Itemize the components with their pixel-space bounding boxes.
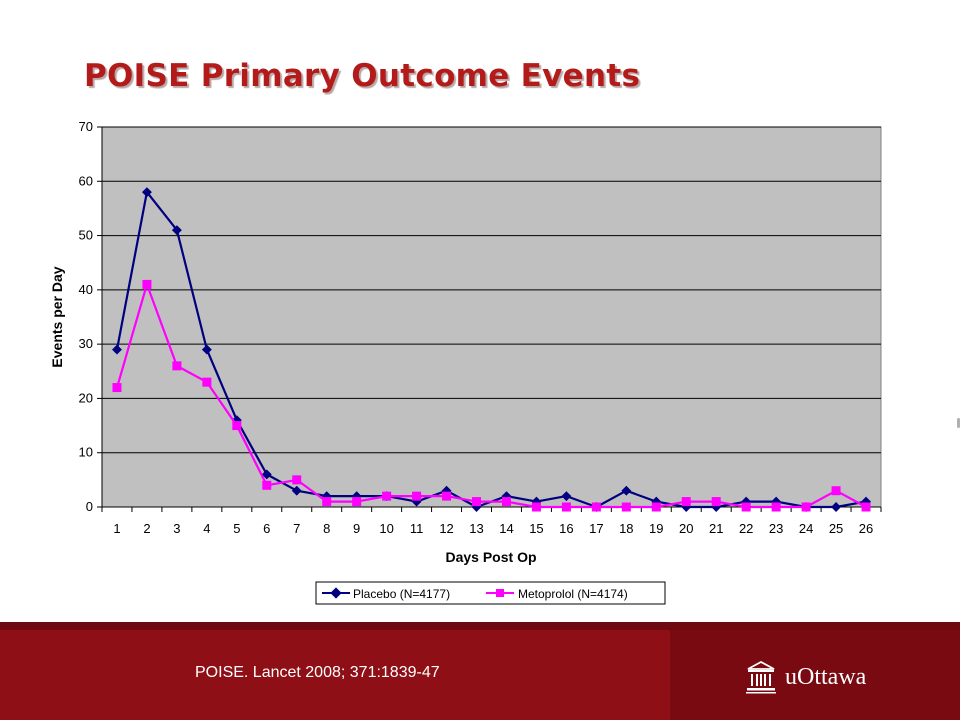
metoprolol-point-day-24 (801, 502, 811, 512)
footer-band (0, 622, 960, 630)
y-tick-label-60: 60 (79, 173, 93, 188)
legend-metoprolol-marker (496, 589, 504, 597)
metoprolol-point-day-8 (322, 497, 332, 507)
metoprolol-point-day-5 (232, 421, 242, 431)
x-tick-label-26: 26 (859, 521, 873, 536)
x-tick-label-14: 14 (499, 521, 513, 536)
metoprolol-point-day-17 (591, 502, 601, 512)
metoprolol-point-day-10 (382, 491, 392, 501)
x-tick-label-1: 1 (113, 521, 120, 536)
x-tick-label-20: 20 (679, 521, 693, 536)
metoprolol-point-day-23 (771, 502, 781, 512)
slide-title: POISE Primary Outcome Events (84, 58, 641, 94)
x-tick-label-15: 15 (529, 521, 543, 536)
metoprolol-point-day-26 (861, 502, 871, 512)
y-axis-ticks: 0 10 20 30 40 50 60 70 (79, 119, 103, 514)
footer-bar: POISE. Lancet 2008; 371:1839-47 uOttawa (0, 622, 960, 720)
citation: POISE. Lancet 2008; 371:1839-47 (195, 664, 440, 681)
y-tick-label-0: 0 (86, 499, 93, 514)
x-tick-label-6: 6 (263, 521, 270, 536)
legend-placebo-marker (330, 587, 342, 599)
metoprolol-point-day-9 (352, 497, 362, 507)
metoprolol-point-day-6 (262, 480, 272, 490)
x-tick-label-19: 19 (649, 521, 663, 536)
placebo-point-day-6 (261, 469, 272, 480)
x-tick-label-21: 21 (709, 521, 723, 536)
y-tick-label-50: 50 (79, 228, 93, 243)
y-tick-label-30: 30 (79, 336, 93, 351)
y-tick-label-10: 10 (79, 445, 93, 460)
metoprolol-point-day-2 (142, 279, 152, 289)
metoprolol-point-day-19 (651, 502, 661, 512)
x-axis-ticks: 1 2 3 4 5 6 7 8 9 10 11 12 13 14 15 16 17 18 19 20 21 22 23 24 2… (101, 506, 882, 536)
legend: Placebo (N=4177) Metoprolol (N=4174) (315, 581, 666, 605)
x-tick-label-11: 11 (410, 521, 424, 536)
series-layer (112, 187, 871, 512)
edge-mark (957, 418, 960, 428)
metoprolol-series-line (115, 283, 867, 509)
x-tick-label-23: 23 (769, 521, 783, 536)
metoprolol-point-day-22 (741, 502, 751, 512)
placebo-point-day-18 (621, 485, 632, 496)
placebo-point-day-16 (561, 491, 572, 502)
x-tick-label-4: 4 (203, 521, 210, 536)
placebo-point-day-2 (141, 187, 152, 198)
university-building-icon (746, 660, 776, 694)
metoprolol-point-day-11 (412, 491, 422, 501)
metoprolol-point-day-20 (681, 497, 691, 507)
metoprolol-point-day-15 (531, 502, 541, 512)
x-tick-label-3: 3 (173, 521, 180, 536)
legend-placebo-label: Placebo (N=4177) (353, 587, 450, 601)
placebo-point-day-4 (201, 344, 212, 355)
metoprolol-point-day-13 (472, 497, 482, 507)
uottawa-logo: uOttawa (745, 660, 866, 694)
x-tick-label-9: 9 (353, 521, 360, 536)
y-tick-label-40: 40 (79, 282, 93, 297)
y-tick-label-70: 70 (79, 119, 93, 134)
x-tick-label-17: 17 (589, 521, 603, 536)
grid-lines (102, 126, 881, 454)
x-tick-label-24: 24 (799, 521, 813, 536)
metoprolol-point-day-16 (561, 502, 571, 512)
placebo-point-day-3 (171, 225, 182, 236)
x-tick-label-2: 2 (143, 521, 150, 536)
plot-area (101, 126, 882, 508)
x-tick-label-22: 22 (739, 521, 753, 536)
placebo-point-day-25 (831, 502, 842, 512)
x-tick-label-18: 18 (619, 521, 633, 536)
x-tick-label-25: 25 (829, 521, 843, 536)
x-tick-label-7: 7 (293, 521, 300, 536)
metoprolol-point-day-21 (711, 497, 721, 507)
metoprolol-point-day-7 (292, 475, 302, 485)
metoprolol-point-day-25 (831, 486, 841, 496)
y-tick-label-20: 20 (79, 390, 93, 405)
metoprolol-point-day-18 (621, 502, 631, 512)
x-tick-label-8: 8 (323, 521, 330, 536)
logo-text: uOttawa (785, 663, 867, 690)
metoprolol-point-day-14 (501, 497, 511, 507)
x-tick-label-16: 16 (559, 521, 573, 536)
x-tick-label-10: 10 (379, 521, 393, 536)
metoprolol-point-day-12 (442, 491, 452, 501)
x-tick-label-5: 5 (233, 521, 240, 536)
metoprolol-point-day-1 (112, 383, 122, 393)
x-tick-label-13: 13 (469, 521, 483, 536)
metoprolol-point-day-4 (202, 377, 212, 387)
x-axis-label: Days Post Op (445, 549, 536, 565)
metoprolol-point-day-3 (172, 361, 182, 371)
y-axis-label: Events per Day (49, 266, 65, 367)
x-tick-label-12: 12 (439, 521, 453, 536)
footer-logo-panel (670, 630, 960, 720)
placebo-point-day-7 (291, 485, 302, 496)
legend-metoprolol-label: Metoprolol (N=4174) (518, 587, 628, 601)
